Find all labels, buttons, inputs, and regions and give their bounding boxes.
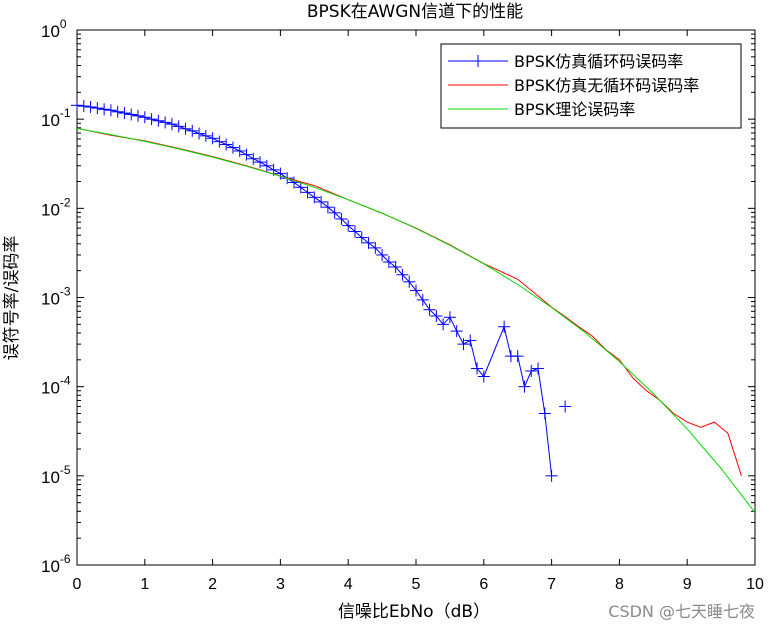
y-tick-label: 10-3 (41, 285, 71, 309)
series-1-point (450, 325, 463, 338)
x-tick-label: 3 (276, 576, 285, 593)
legend-box (440, 43, 742, 129)
x-tick-label: 4 (344, 576, 353, 593)
series-1-point (71, 99, 83, 112)
series-1-point (308, 191, 321, 204)
series-1-point (423, 303, 436, 316)
series-1-point (389, 260, 402, 273)
x-tick-label: 2 (208, 576, 217, 593)
legend-label-3: BPSK理论误码率 (514, 100, 635, 119)
series-1-point (355, 231, 368, 244)
y-tick-label: 10-6 (41, 552, 71, 576)
series-1-point (247, 152, 260, 165)
series-1-point (362, 236, 375, 249)
series-1-point (220, 138, 233, 151)
series-1-point (125, 108, 138, 121)
series-1-point (443, 311, 456, 324)
series-1-point (118, 107, 131, 120)
series-1-point (260, 159, 273, 172)
series-1-point (77, 100, 90, 113)
y-tick-label: 10-5 (41, 463, 71, 487)
series-line-3 (77, 128, 755, 513)
x-tick-label: 6 (479, 576, 488, 593)
series-1-point (172, 120, 185, 133)
x-tick-label: 10 (746, 576, 764, 593)
series-1-point (193, 127, 206, 140)
series-1-point (376, 248, 389, 261)
series-1-point (532, 362, 545, 375)
x-axis: 0 1 2 3 4 5 6 7 8 9 10 (73, 30, 764, 593)
series-1-point (186, 124, 199, 137)
series-1-point (84, 100, 97, 113)
series-1-point (213, 135, 226, 148)
x-tick-label: 8 (615, 576, 624, 593)
x-tick-label: 0 (73, 576, 82, 593)
series-1-point (233, 144, 246, 157)
legend-label-2: BPSK仿真无循环码误码率 (514, 76, 699, 95)
series-1-point (396, 268, 409, 281)
series-1-point (104, 104, 117, 117)
series-1-point (132, 109, 145, 122)
series-1-point (254, 156, 267, 169)
x-tick-label: 9 (683, 576, 692, 593)
series-1-point (138, 111, 151, 124)
series-1-point (416, 293, 429, 306)
y-tick-label: 100 (41, 17, 67, 41)
y-tick-label: 10-1 (41, 106, 71, 130)
series-1-point (430, 310, 443, 323)
series-1-point (369, 241, 382, 254)
series-1-point (545, 469, 558, 482)
watermark: CSDN @七天睡七夜 (608, 602, 755, 621)
x-axis-label: 信噪比EbNo（dB） (338, 602, 490, 622)
y-axis-label: 误符号率/误码率 (2, 236, 22, 361)
series-1-point (518, 380, 531, 393)
series-1-point (511, 350, 524, 363)
series-1-point (437, 318, 450, 331)
series-1-point (206, 132, 219, 145)
y-tick-label: 10-4 (41, 374, 71, 398)
series-1-point (145, 113, 158, 126)
series-1-point (477, 370, 490, 383)
legend-label-1: BPSK仿真循环码误码率 (514, 52, 683, 71)
series-1-point (91, 102, 104, 115)
series-1-point (382, 256, 395, 269)
series-1-point (152, 114, 165, 127)
x-tick-label: 5 (412, 576, 421, 593)
series-1-point (321, 201, 334, 214)
x-tick-label: 1 (140, 576, 149, 593)
series-1-point (457, 338, 470, 351)
legend: BPSK仿真循环码误码率 BPSK仿真无循环码误码率 BPSK理论误码率 (440, 43, 742, 129)
series-1-point (403, 275, 416, 288)
series-1-point (179, 122, 192, 135)
series-1-point (348, 225, 361, 238)
series-layer (71, 99, 755, 513)
y-tick-label: 10-2 (41, 195, 71, 219)
series-1-point (328, 206, 341, 219)
series-1-point (559, 400, 572, 413)
series-1-point (165, 118, 178, 131)
series-1-point (464, 334, 477, 347)
series-1-point (315, 195, 328, 208)
series-1-point (240, 148, 253, 161)
x-tick-label: 7 (547, 576, 556, 593)
series-1-point (410, 284, 422, 297)
series-1-point (301, 186, 314, 199)
series-1-point (98, 103, 111, 116)
y-axis: 100 10-1 10-2 10-3 10-4 10-5 10-6 (41, 17, 755, 576)
series-1-point (498, 320, 511, 333)
series-1-point (342, 219, 355, 232)
series-1-point (525, 364, 538, 377)
series-1-point (274, 167, 287, 180)
series-1-point (471, 362, 484, 375)
chart-title: BPSK在AWGN信道下的性能 (307, 2, 523, 22)
series-1-point (226, 141, 239, 154)
series-1-point (111, 105, 124, 118)
series-1-point (199, 129, 212, 142)
series-1-point (159, 116, 172, 129)
series-1-point (335, 212, 348, 225)
series-1-point (538, 407, 551, 420)
